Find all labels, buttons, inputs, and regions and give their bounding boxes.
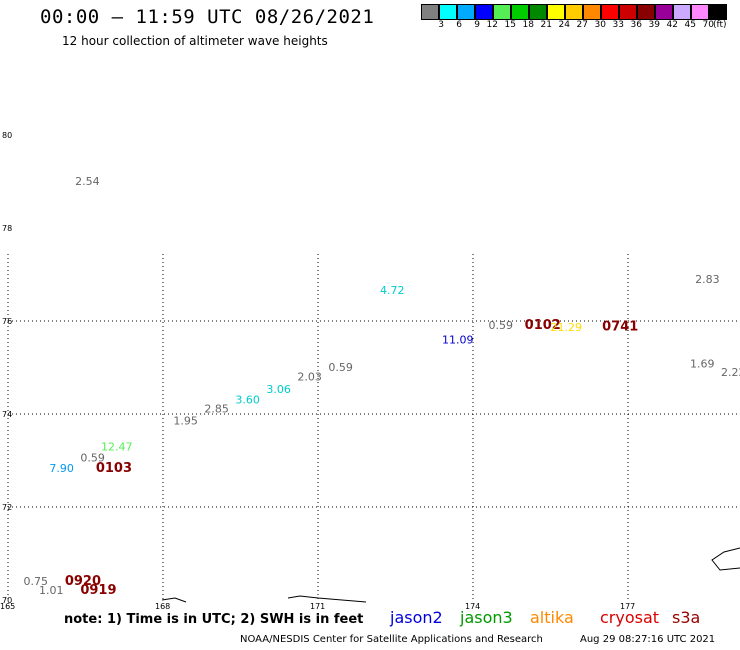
pass-time-label: 0103	[96, 461, 132, 476]
pass-time-label: 0920	[65, 574, 101, 589]
satellite-label: jason2	[390, 608, 443, 627]
legend-tick: 70	[702, 20, 714, 30]
legend-swatch	[493, 4, 511, 20]
legend-swatch	[637, 4, 655, 20]
generation-timestamp: Aug 29 08:27:16 UTC 2021	[580, 634, 716, 645]
legend-swatch	[601, 4, 619, 20]
legend-tick: 18	[522, 20, 534, 30]
wave-height-label: 7.90	[49, 462, 73, 475]
legend-swatch	[421, 4, 439, 20]
wave-height-label: 0.59	[80, 451, 105, 464]
chart-subtitle: 12 hour collection of altimeter wave hei…	[62, 34, 328, 48]
legend-swatch	[655, 4, 673, 20]
legend-swatch	[565, 4, 583, 20]
legend-tick: 42	[666, 20, 678, 30]
longitude-label: 168	[155, 602, 170, 611]
wave-height-label: 3.06	[266, 383, 291, 396]
satellite-label: cryosat	[600, 608, 660, 627]
wave-height-label: 1.69	[690, 358, 715, 371]
legend-tick: 9	[474, 20, 480, 30]
wave-height-label: 2.03	[297, 371, 322, 384]
longitude-label: 171	[310, 602, 325, 611]
color-scale-legend: 3 6 9 12 15 18 21 24 27 30 33 36 39 42 45 70 (ft)	[421, 4, 727, 32]
wave-height-label: 0.59	[489, 319, 514, 332]
latitude-label: 70	[2, 596, 12, 605]
legend-unit-label: (ft)	[713, 20, 727, 30]
coastline-segment	[161, 597, 187, 603]
legend-swatch	[475, 4, 493, 20]
pass-time-label: 0919	[80, 583, 116, 598]
wave-height-label: 4.72	[380, 284, 405, 297]
legend-swatch	[511, 4, 529, 20]
legend-tick: 33	[612, 20, 624, 30]
legend-swatch	[439, 4, 457, 20]
legend-swatches	[421, 4, 727, 20]
wave-height-label: 2.85	[204, 403, 229, 416]
footer-note: note: 1) Time is in UTC; 2) SWH is in fe…	[64, 612, 364, 627]
chart-title: 00:00 – 11:59 UTC 08/26/2021	[40, 6, 375, 28]
legend-tick: 15	[504, 20, 516, 30]
coastline-segment	[711, 547, 740, 571]
legend-tick: 3	[438, 20, 444, 30]
coastline-segment	[287, 595, 367, 603]
legend-tick: 36	[630, 20, 642, 30]
latitude-label: 80	[2, 131, 12, 140]
legend-swatch	[547, 4, 565, 20]
credit-line: NOAA/NESDIS Center for Satellite Applica…	[240, 634, 543, 645]
pass-time-label: 0102	[525, 318, 561, 333]
graticule	[7, 254, 740, 600]
legend-tick: 27	[576, 20, 588, 30]
wave-height-label: 2.83	[695, 273, 720, 286]
wave-height-label: 0.75	[24, 575, 49, 588]
longitude-label: 165	[0, 602, 15, 611]
wave-height-label: 21.29	[551, 321, 583, 334]
latitude-label: 74	[2, 410, 12, 419]
longitude-label: 177	[620, 602, 635, 611]
wave-height-label: 2.22	[721, 366, 740, 379]
legend-tick: 24	[558, 20, 570, 30]
legend-tick: 21	[540, 20, 552, 30]
satellite-label: jason3	[460, 608, 513, 627]
legend-tick: 30	[594, 20, 606, 30]
legend-tick: 6	[456, 20, 462, 30]
wave-height-label: 3.60	[235, 393, 259, 406]
latitude-label: 76	[2, 317, 12, 326]
wave-height-label: 1.01	[39, 584, 64, 597]
wave-height-label: 11.09	[442, 333, 474, 346]
legend-swatch	[673, 4, 691, 20]
observation-labels: 2.544.722.835.70.5911.09010221.2907411.6…	[24, 175, 740, 598]
wave-height-label: 1.95	[173, 415, 198, 428]
coastline	[161, 547, 740, 603]
legend-tick-labels: 3 6 9 12 15 18 21 24 27 30 33 36 39 42 45 70 (ft)	[421, 20, 727, 32]
wave-height-label: 0.59	[328, 361, 353, 374]
latitude-label: 78	[2, 224, 12, 233]
legend-swatch	[457, 4, 475, 20]
legend-swatch	[583, 4, 601, 20]
satellite-label: altika	[530, 608, 574, 627]
legend-swatch	[691, 4, 709, 20]
wave-height-label: 12.47	[101, 440, 133, 453]
wave-height-label: 2.54	[75, 175, 100, 188]
satellite-label: s3a	[672, 608, 701, 627]
longitude-label: 174	[465, 602, 480, 611]
legend-tick: 39	[648, 20, 660, 30]
legend-swatch	[619, 4, 637, 20]
legend-swatch	[529, 4, 547, 20]
pass-time-label: 0741	[602, 319, 638, 334]
legend-tick: 12	[486, 20, 498, 30]
latitude-label: 72	[2, 503, 12, 512]
legend-swatch	[709, 4, 727, 20]
legend-tick: 45	[684, 20, 696, 30]
